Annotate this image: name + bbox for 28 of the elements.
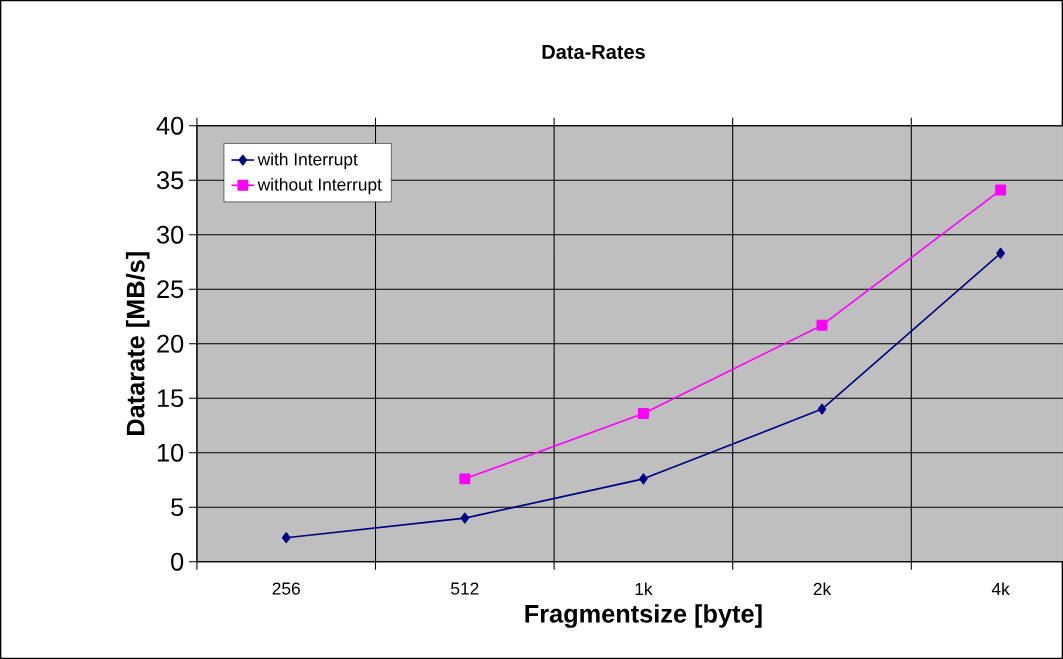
y-tick-label: 30: [156, 225, 184, 244]
y-tick-label: 0: [171, 552, 184, 571]
point: [817, 403, 827, 415]
y-tick-label: 40: [156, 116, 184, 135]
chart-title: Data-Rates: [542, 45, 645, 59]
point: [637, 408, 649, 419]
x-tick-label: 4k: [991, 582, 1010, 595]
y-tick-label: 20: [157, 334, 184, 353]
x-axis-title: Fragmentsize [byte]: [525, 604, 762, 628]
point: [816, 319, 828, 331]
point: [995, 184, 1007, 196]
point: [996, 247, 1005, 259]
y-tick-label: 5: [171, 498, 184, 517]
x-tick-label: 512: [451, 582, 479, 595]
point: [281, 532, 291, 544]
x-tick-label: 2k: [813, 582, 832, 595]
y-tick-label: 10: [157, 443, 184, 462]
y-tick-label: 35: [156, 171, 184, 190]
point: [639, 473, 648, 485]
point: [460, 512, 470, 524]
x-tick-label: 256: [272, 582, 300, 595]
legend-label: without Interrupt: [257, 177, 382, 195]
y-tick-label: 15: [157, 389, 184, 408]
legend-label: with Interrupt: [257, 152, 358, 169]
x-tick-label: 1k: [635, 582, 653, 595]
y-axis-title: Datarate [MB/s]: [125, 252, 150, 435]
point: [459, 473, 471, 485]
y-tick-label: 25: [157, 280, 184, 299]
